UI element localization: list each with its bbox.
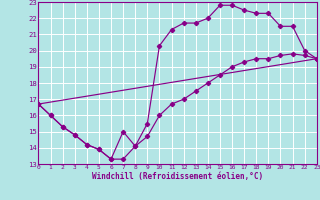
X-axis label: Windchill (Refroidissement éolien,°C): Windchill (Refroidissement éolien,°C) [92,172,263,181]
